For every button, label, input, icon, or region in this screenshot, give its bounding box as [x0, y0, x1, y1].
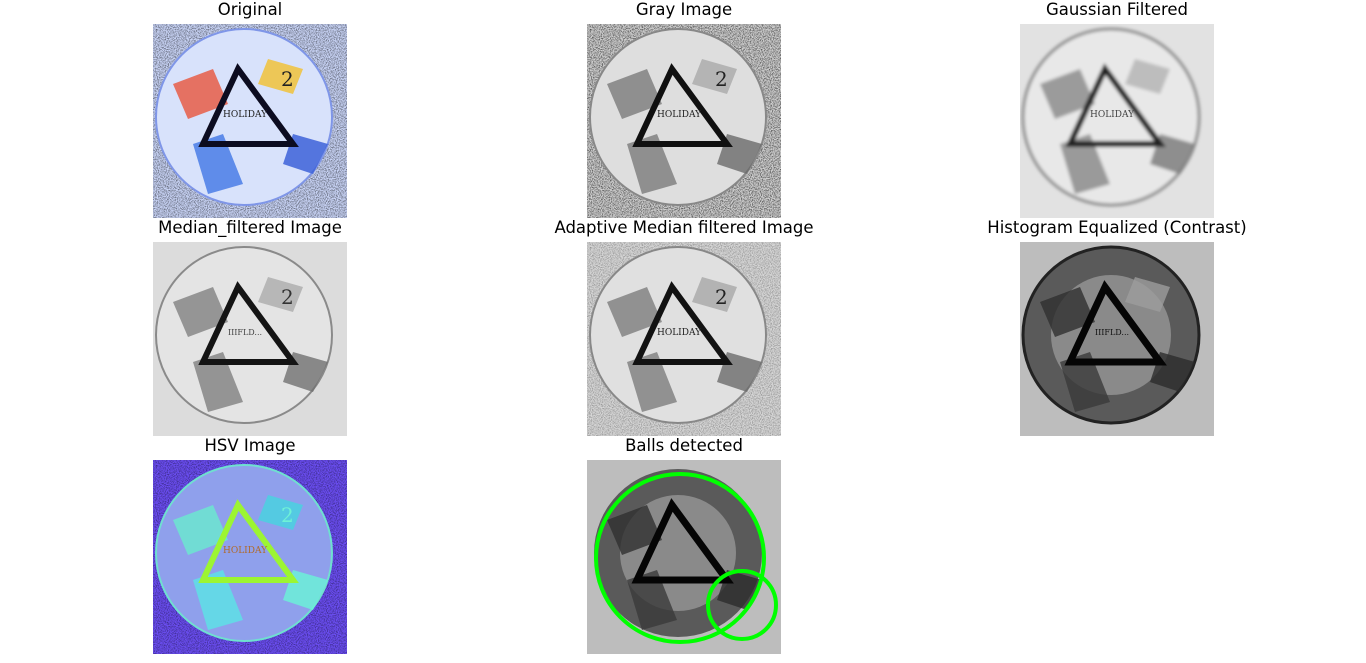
panel-title: Gaussian Filtered: [1045, 0, 1189, 19]
svg-text:2: 2: [281, 67, 294, 91]
gray-image: HOLIDAY 2: [587, 24, 781, 218]
adaptive-median-image: HOLIDAY 2: [587, 242, 781, 436]
histogram-equalized-image: IIIFLD...: [1020, 242, 1214, 436]
panel-title: Median_filtered Image: [158, 218, 342, 237]
ball-logo-text: HOLIDAY: [1090, 110, 1135, 120]
hsv-image: HOLIDAY 2: [153, 460, 347, 654]
svg-text:2: 2: [281, 285, 294, 309]
svg-text:2: 2: [715, 67, 728, 91]
panel-title: Original: [217, 0, 283, 19]
ball-logo-text: HOLIDAY: [657, 110, 702, 120]
ball-logo-text: HOLIDAY: [223, 546, 268, 556]
detection-circle-large: [594, 472, 766, 644]
svg-text:IIIFLD...: IIIFLD...: [1095, 328, 1129, 337]
svg-text:2: 2: [715, 285, 728, 309]
svg-text:2: 2: [281, 503, 294, 527]
svg-text:IIIFLD...: IIIFLD...: [228, 328, 262, 337]
panel-title: HSV Image: [204, 436, 296, 455]
panel-title: Gray Image: [635, 0, 733, 19]
original-image: HOLIDAY 2: [153, 24, 347, 218]
detection-circle-small: [706, 569, 778, 641]
panel-title: Histogram Equalized (Contrast): [987, 218, 1247, 237]
balls-detected-image: [587, 460, 781, 654]
median-image: IIIFLD... 2: [153, 242, 347, 436]
panel-title: Adaptive Median filtered Image: [554, 218, 814, 237]
ball-logo-text: HOLIDAY: [223, 110, 268, 120]
gaussian-image: HOLIDAY: [1020, 24, 1214, 218]
panel-title: Balls detected: [625, 436, 743, 455]
ball-logo-text: HOLIDAY: [657, 328, 702, 338]
